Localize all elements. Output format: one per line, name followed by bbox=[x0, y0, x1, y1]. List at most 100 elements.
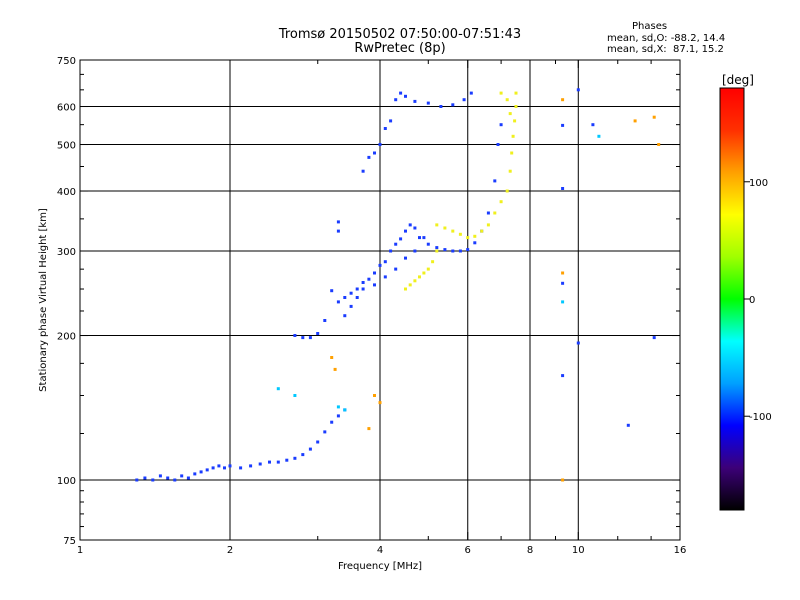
y-axis-label: Stationary phase Virtual Height [km] bbox=[38, 208, 49, 392]
data-point bbox=[652, 115, 656, 119]
data-point bbox=[361, 281, 365, 284]
y-tick-label: 75 bbox=[63, 536, 76, 547]
data-point bbox=[343, 296, 347, 299]
data-point bbox=[378, 143, 382, 146]
data-point bbox=[496, 143, 500, 146]
data-point bbox=[511, 134, 515, 138]
data-point bbox=[514, 105, 518, 108]
data-point bbox=[343, 314, 347, 318]
data-point bbox=[151, 478, 155, 482]
data-point bbox=[394, 98, 398, 102]
data-point bbox=[466, 236, 470, 240]
data-point bbox=[336, 414, 340, 418]
data-point bbox=[316, 440, 320, 444]
data-point bbox=[308, 447, 312, 451]
data-point bbox=[330, 420, 334, 424]
data-point bbox=[499, 200, 503, 204]
data-point bbox=[316, 332, 320, 335]
data-point bbox=[561, 123, 565, 127]
data-point bbox=[223, 466, 226, 470]
data-point bbox=[458, 249, 462, 253]
data-point bbox=[336, 405, 340, 409]
data-point bbox=[439, 105, 443, 108]
data-point bbox=[451, 103, 455, 107]
data-point bbox=[355, 287, 359, 291]
data-point bbox=[143, 476, 147, 480]
data-point bbox=[276, 460, 280, 464]
data-point bbox=[443, 226, 447, 230]
data-point bbox=[443, 248, 447, 252]
data-point bbox=[268, 460, 271, 464]
data-point bbox=[561, 271, 565, 275]
colorbar-label: [deg] bbox=[722, 73, 754, 87]
data-point bbox=[561, 98, 565, 102]
data-point bbox=[493, 179, 497, 183]
data-point bbox=[361, 169, 365, 173]
data-point bbox=[426, 242, 430, 246]
data-point bbox=[355, 296, 359, 299]
data-point bbox=[418, 275, 421, 279]
data-point bbox=[258, 462, 262, 466]
chart-title: Tromsø 20150502 07:50:00-07:51:43 bbox=[278, 27, 522, 42]
data-point bbox=[239, 466, 243, 470]
data-point bbox=[462, 98, 466, 102]
data-point bbox=[466, 248, 470, 252]
data-point bbox=[510, 151, 514, 155]
axis-ticks: 1 2 4 6 8 10 16 75 100 200 300 400 500 600 750 bbox=[57, 56, 686, 556]
data-point bbox=[373, 151, 376, 155]
data-point bbox=[373, 283, 376, 287]
x-tick-label: 1 bbox=[77, 545, 83, 556]
data-point bbox=[404, 94, 407, 98]
data-point bbox=[469, 91, 473, 95]
data-points bbox=[135, 88, 661, 482]
x-tick-label: 16 bbox=[674, 545, 687, 556]
grid-lines bbox=[80, 60, 680, 540]
data-point bbox=[561, 300, 565, 304]
data-point bbox=[383, 260, 387, 264]
data-point bbox=[367, 277, 371, 281]
data-point bbox=[633, 119, 637, 123]
data-point bbox=[451, 249, 455, 253]
data-point bbox=[301, 336, 305, 340]
data-point bbox=[293, 334, 297, 337]
data-point bbox=[473, 234, 477, 238]
data-point bbox=[422, 271, 426, 275]
data-point bbox=[193, 472, 197, 476]
data-point bbox=[205, 468, 209, 472]
data-point bbox=[404, 287, 407, 291]
data-point bbox=[591, 123, 595, 127]
data-point bbox=[657, 143, 661, 146]
data-point bbox=[323, 430, 327, 434]
data-point bbox=[499, 91, 503, 95]
x-tick-label: 2 bbox=[227, 545, 233, 556]
data-point bbox=[499, 123, 503, 127]
data-point bbox=[199, 470, 203, 474]
data-point bbox=[333, 367, 337, 371]
x-axis-label: Frequency [MHz] bbox=[338, 561, 422, 572]
data-point bbox=[373, 394, 376, 397]
data-point bbox=[173, 478, 177, 482]
data-point bbox=[505, 189, 509, 193]
data-point bbox=[626, 423, 630, 427]
data-point bbox=[473, 241, 477, 245]
data-point bbox=[367, 155, 371, 159]
data-point bbox=[186, 476, 190, 480]
data-point bbox=[513, 119, 517, 123]
stats-o-mode: mean, sd,O: -88.2, 14.4 bbox=[607, 33, 726, 44]
stats-x-mode: mean, sd,X: 87.1, 15.2 bbox=[607, 44, 724, 55]
data-point bbox=[373, 271, 376, 275]
data-point bbox=[330, 289, 334, 293]
data-point bbox=[458, 232, 462, 236]
data-point bbox=[217, 464, 221, 468]
data-point bbox=[561, 187, 565, 190]
data-point bbox=[378, 401, 382, 405]
data-point bbox=[336, 220, 340, 224]
data-point bbox=[399, 237, 403, 241]
data-point bbox=[330, 356, 334, 359]
data-point bbox=[383, 127, 387, 130]
data-point bbox=[408, 223, 412, 227]
data-point bbox=[336, 300, 340, 304]
data-point bbox=[389, 249, 393, 253]
data-point bbox=[426, 101, 430, 105]
data-point bbox=[435, 249, 439, 253]
